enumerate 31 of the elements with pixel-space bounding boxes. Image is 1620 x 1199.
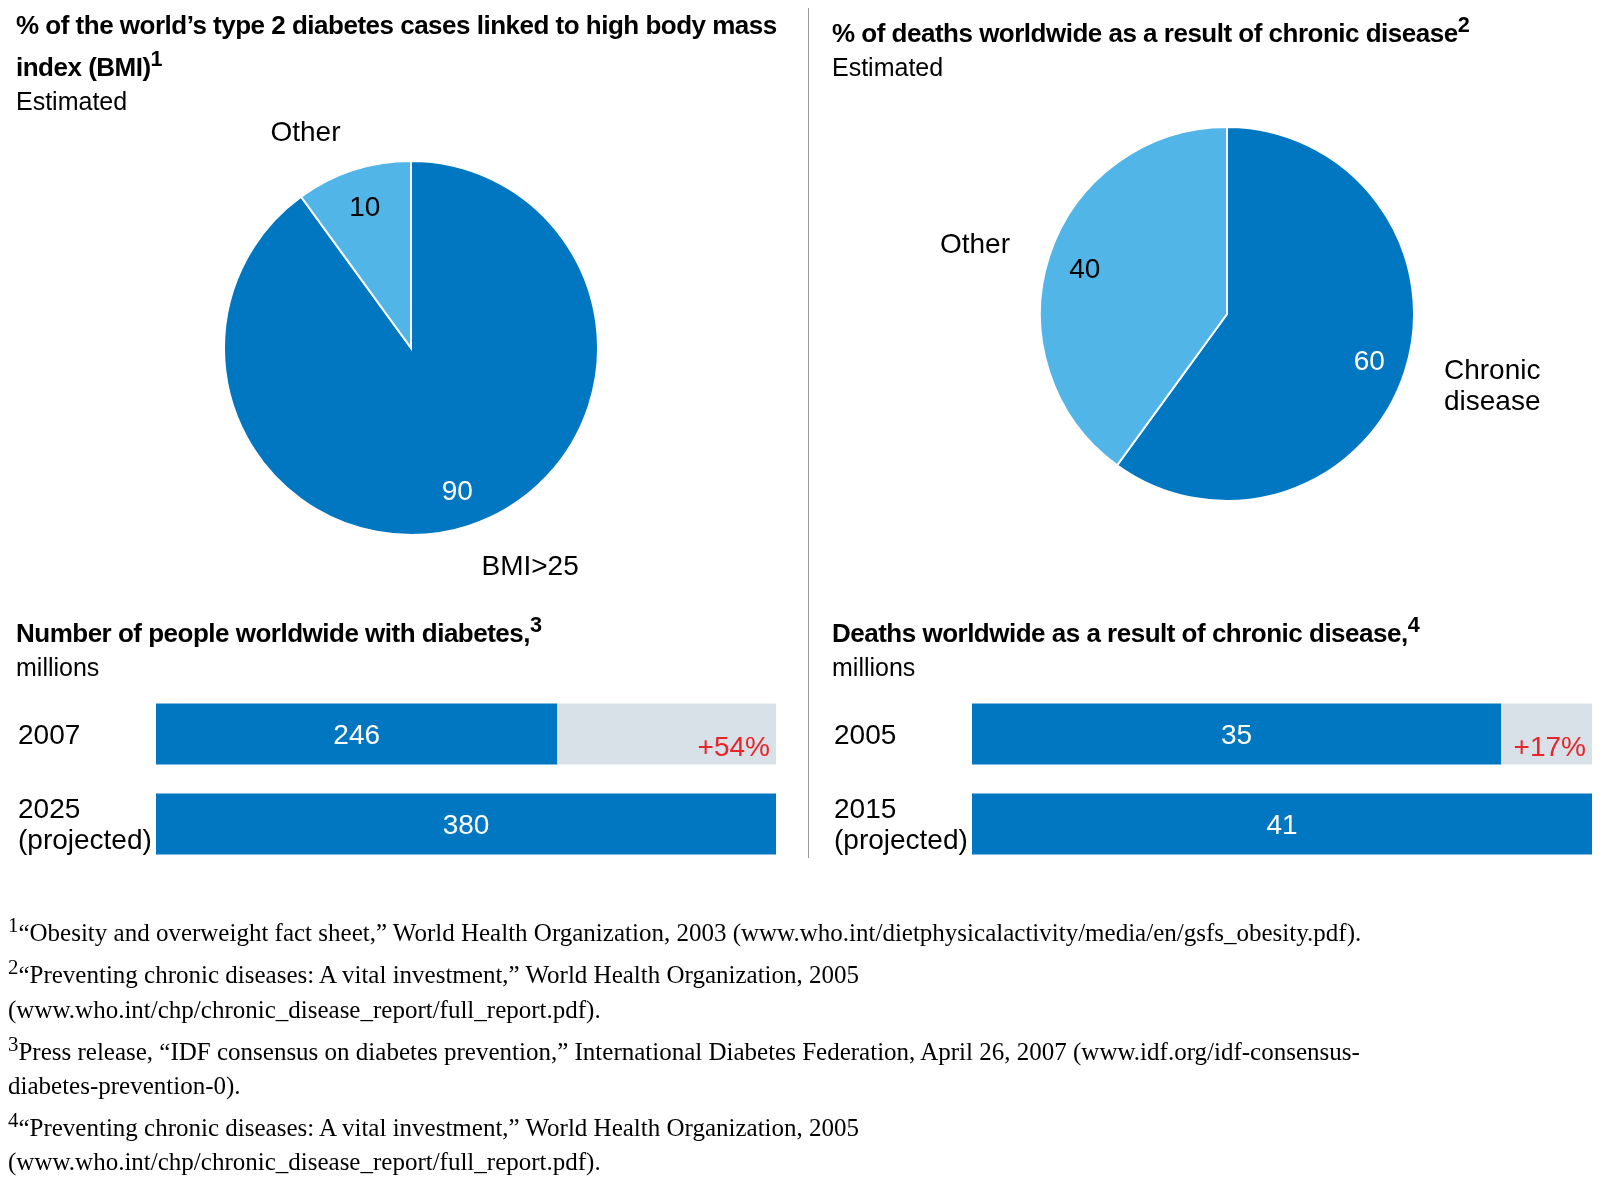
text: $^{1}$“Obesity and overweight fact sheet,” World Health Organization, 2003 (www.who.int/dietphysicalactivity/media/en/gsfs_obesity.pdf). [8,912,1363,949]
y-tick-label: 2007 [18,718,81,750]
y-tick-label: 2005 [834,718,897,750]
chart-title: Deaths worldwide as a result of chronic disease,$^{4}$ [832,611,1421,650]
data-label: 10 [349,190,381,222]
chart-title: % of deaths worldwide as a result of chronic disease$^{2}$ [832,11,1471,50]
data-label: 380 [442,808,490,840]
slice-label: Other [939,227,1011,259]
text: $^{2}$“Preventing chronic diseases: A vital investment,” World Health Organization, 2005 (www.who.int/chp/chronic_disease_report/full_report.pdf). [8,954,861,1026]
annotation: +54% [697,730,770,762]
data-label: 40 [1069,252,1101,284]
data-label: 41 [1266,808,1298,840]
chart-subtitle: millions [16,651,101,683]
pie-slice [223,159,599,536]
chart-subtitle: Estimated [16,86,128,115]
chart-title: % of the world’s type 2 diabetes cases linked to high body mass index (BMI)$^{1}$ [16,9,778,84]
chart-title: Number of people worldwide with diabetes,$^{3}$ [16,611,543,650]
y-tick-label: 2025 (projected) [18,793,152,855]
text: $^{4}$“Preventing chronic diseases: A vital investment,” World Health Organization, 2005 (www.who.int/chp/chronic_disease_report/full_report.pdf). [8,1107,861,1178]
y-tick-label: 2015 (projected) [834,793,968,855]
chart-subtitle: Estimated [832,51,945,83]
slice-label: Other [270,115,341,147]
data-label: 35 [1221,718,1253,750]
slice-label: BMI>25 [481,549,579,581]
annotation: +17% [1513,730,1586,762]
chart-subtitle: millions [832,651,917,683]
data-label: 246 [333,718,381,750]
slice-label: Chronic disease [1443,353,1541,416]
data-label: 90 [441,474,473,506]
data-label: 60 [1353,344,1385,376]
text: $^{3}$Press release, “IDF consensus on diabetes prevention,” International Diabetes Federation, April 26, 2007 (www.idf.org/idf-consensus-diabetes-prevention-0). [8,1030,1361,1101]
